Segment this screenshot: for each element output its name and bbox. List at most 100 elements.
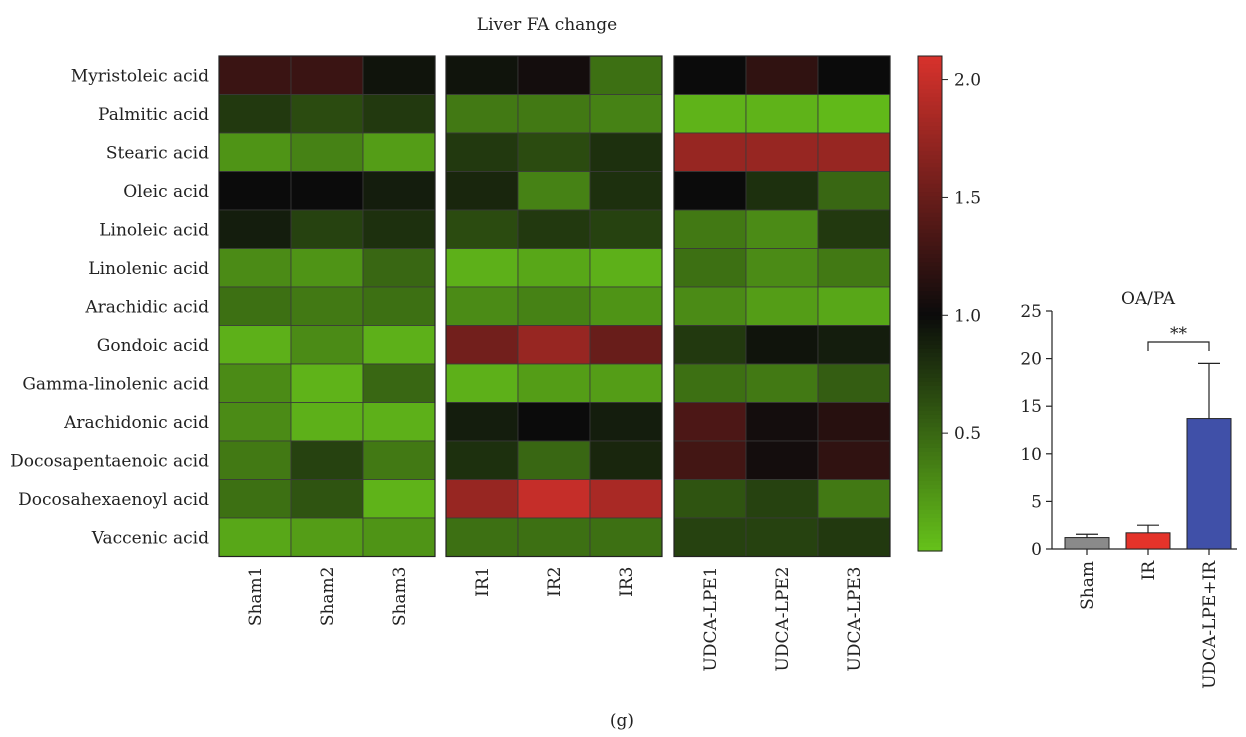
- colorbar-segment: [918, 394, 942, 399]
- colorbar-segment: [918, 134, 942, 140]
- heatmap-cell: [589, 440, 663, 480]
- heatmap-cell: [817, 55, 891, 95]
- bar-ir: [1125, 532, 1171, 550]
- heatmap-column-label: UDCA-LPE2: [773, 567, 793, 672]
- colorbar-tick-label: 0.5: [954, 424, 981, 444]
- colorbar-tick-label: 1.5: [954, 188, 981, 208]
- colorbar-segment: [918, 212, 942, 218]
- heatmap-cell: [589, 248, 663, 288]
- colorbar-segment: [918, 282, 942, 288]
- heatmap-cell: [817, 171, 891, 211]
- colorbar-segment: [918, 113, 942, 119]
- heatmap-cell: [218, 94, 292, 134]
- heatmap-row-label: Vaccenic acid: [91, 528, 209, 548]
- colorbar-tick-label: 2.0: [954, 71, 981, 91]
- colorbar-segment: [918, 410, 942, 416]
- heatmap-cell: [589, 209, 663, 249]
- colorbar-segment: [918, 518, 942, 523]
- colorbar-segment: [918, 196, 942, 201]
- heatmap-cell: [290, 171, 364, 211]
- heatmap-cell: [517, 440, 591, 480]
- heatmap-group-border: [218, 55, 436, 558]
- heatmap-cell: [445, 517, 519, 557]
- heatmap-cell: [362, 55, 436, 95]
- colorbar-segment: [918, 447, 942, 453]
- heatmap-cell: [218, 132, 292, 172]
- colorbar-segment: [918, 464, 942, 470]
- heatmap-row-label: Stearic acid: [106, 143, 209, 163]
- heatmap-cell: [517, 55, 591, 95]
- colorbar-segment: [918, 538, 942, 544]
- bar-chart-title: OA/PA: [1121, 289, 1176, 309]
- colorbar-segment: [918, 192, 942, 197]
- colorbar-segment: [918, 509, 942, 515]
- colorbar-segment: [918, 320, 942, 325]
- heatmap-cell: [517, 94, 591, 134]
- colorbar-segment: [918, 72, 942, 78]
- colorbar-segment: [918, 307, 942, 313]
- heatmap-cell: [445, 132, 519, 172]
- bar-chart-oa-pa: OA/PA 0 5 10 15 20 25 Sham IR UDCA-LPE+IR **: [1020, 289, 1237, 689]
- heatmap-cell: [362, 94, 436, 134]
- heatmap-row-label: Arachidonic acid: [63, 413, 209, 433]
- colorbar-segment: [918, 373, 942, 379]
- heatmap-cell: [362, 402, 436, 442]
- x-tick-label: UDCA-LPE+IR: [1200, 560, 1220, 689]
- significance-bracket: [1147, 341, 1210, 351]
- colorbar-segment: [918, 109, 942, 115]
- colorbar-segment: [918, 427, 942, 432]
- colorbar-segment: [918, 485, 942, 490]
- heatmap-cell: [673, 440, 747, 480]
- heatmap-cell: [290, 325, 364, 365]
- heatmap-cell: [218, 325, 292, 365]
- heatmap-cell: [673, 402, 747, 442]
- heatmap-column-label: Sham1: [246, 567, 266, 627]
- colorbar-segment: [918, 200, 942, 206]
- heatmap-cell: [445, 94, 519, 134]
- heatmap-cell: [218, 440, 292, 480]
- colorbar-segment: [918, 287, 942, 292]
- colorbar-segment: [918, 328, 942, 333]
- colorbar-segment: [918, 361, 942, 366]
- significance-label: **: [1170, 324, 1188, 344]
- heatmap-cell: [290, 479, 364, 519]
- heatmap-row-label: Gamma-linolenic acid: [22, 374, 209, 394]
- colorbar-segment: [918, 233, 942, 239]
- colorbar-segment: [918, 101, 942, 107]
- x-tick-label: Sham: [1078, 561, 1098, 610]
- heatmap-cell: [517, 248, 591, 288]
- heatmap-cell: [218, 55, 292, 95]
- heatmap-row-label: Arachidic acid: [84, 297, 209, 317]
- heatmap-cell: [218, 248, 292, 288]
- heatmap-cell: [817, 440, 891, 480]
- heatmap-row-label: Docosapentaenoic acid: [10, 451, 209, 471]
- heatmap-column-label: IR2: [545, 567, 565, 597]
- colorbar-segment: [918, 221, 942, 226]
- colorbar-segment: [918, 311, 942, 317]
- heatmap-cell: [745, 94, 819, 134]
- colorbar-segment: [918, 546, 942, 552]
- heatmap-cell: [290, 517, 364, 557]
- heatmap-cell: [517, 325, 591, 365]
- colorbar-segment: [918, 89, 942, 94]
- y-tick-label: 25: [1020, 302, 1042, 322]
- colorbar-segment: [918, 237, 942, 243]
- heatmap-cell: [673, 132, 747, 172]
- heatmap-cell: [673, 286, 747, 326]
- heatmap-cell: [745, 209, 819, 249]
- colorbar-segment: [918, 480, 942, 486]
- heatmap-cell: [517, 479, 591, 519]
- colorbar-segment: [918, 332, 942, 338]
- heatmap-cell: [445, 171, 519, 211]
- colorbar-segment: [918, 229, 942, 234]
- heatmap-cell: [517, 171, 591, 211]
- heatmap-cell: [517, 402, 591, 442]
- heatmap-cell: [817, 517, 891, 557]
- heatmap-cell: [290, 94, 364, 134]
- colorbar-segment: [918, 369, 942, 375]
- colorbar-segment: [918, 390, 942, 395]
- heatmap-cell: [290, 363, 364, 403]
- colorbar-segment: [918, 534, 942, 540]
- heatmap-cell: [218, 286, 292, 326]
- colorbar-segment: [918, 513, 942, 519]
